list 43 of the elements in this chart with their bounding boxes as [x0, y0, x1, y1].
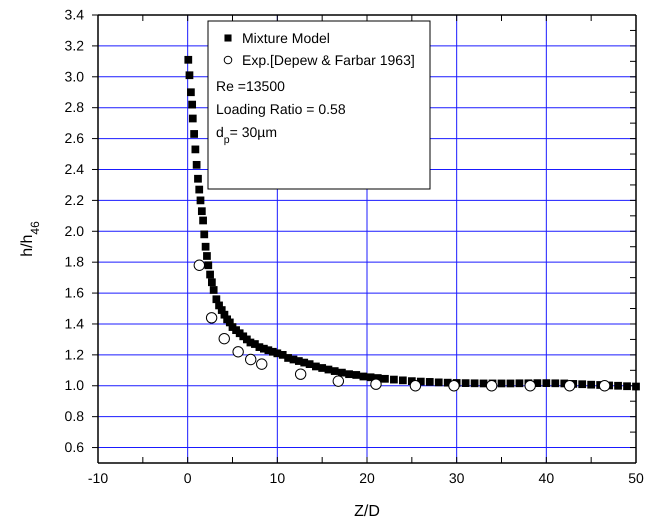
y-tick-label: 2.0: [64, 222, 84, 239]
point: [218, 332, 230, 344]
point: [486, 380, 498, 392]
point: [194, 260, 206, 271]
x-tick-label: 30: [448, 470, 465, 486]
y-tick-label: 2.6: [64, 130, 84, 146]
point: [524, 380, 536, 392]
point: [256, 358, 268, 370]
point: [206, 312, 218, 324]
annotation: d$_{p}$= 30µm: [216, 124, 278, 146]
y-tick-label: 1.0: [64, 377, 84, 394]
point: [564, 380, 576, 392]
x-tick-label: 50: [628, 470, 644, 486]
x-tick-label: 20: [359, 470, 375, 486]
legend-label: Exp.[Depew & Farbar 1963]: [242, 52, 415, 68]
y-tick-label: 0.8: [64, 408, 84, 424]
y-tick-label: 1.2: [64, 346, 84, 362]
x-tick-label: 0: [184, 470, 192, 486]
y-tick-label: 1.8: [64, 254, 84, 270]
annotation: Re =13500: [216, 78, 286, 94]
point: [294, 368, 306, 380]
y-tick-label: 3.4: [64, 6, 84, 22]
annotation: Loading Ratio = 0.58: [216, 101, 346, 117]
point: [448, 380, 460, 392]
x-tick-label: -10: [88, 470, 108, 486]
point: [332, 375, 344, 387]
x-tick-label: 40: [538, 470, 554, 486]
y-tick-label: 1.4: [64, 315, 84, 332]
point: [598, 380, 610, 392]
point: [232, 346, 244, 358]
point: [410, 380, 422, 392]
y-tick-label: 3.0: [64, 68, 84, 84]
x-tick-label: 10: [270, 470, 286, 486]
y-tick-label: 2.4: [64, 160, 84, 177]
y-tick-label: 2.2: [64, 192, 84, 208]
point: [370, 378, 382, 390]
point: [245, 354, 256, 366]
y-tick-label: 2.8: [64, 99, 84, 116]
x-axis-title: Z/D: [354, 503, 380, 520]
y-tick-label: 0.6: [64, 439, 84, 456]
y-tick-label: 3.2: [64, 37, 84, 54]
y-tick-label: 1.6: [64, 284, 84, 301]
legend-label: Mixture Model: [242, 30, 330, 46]
